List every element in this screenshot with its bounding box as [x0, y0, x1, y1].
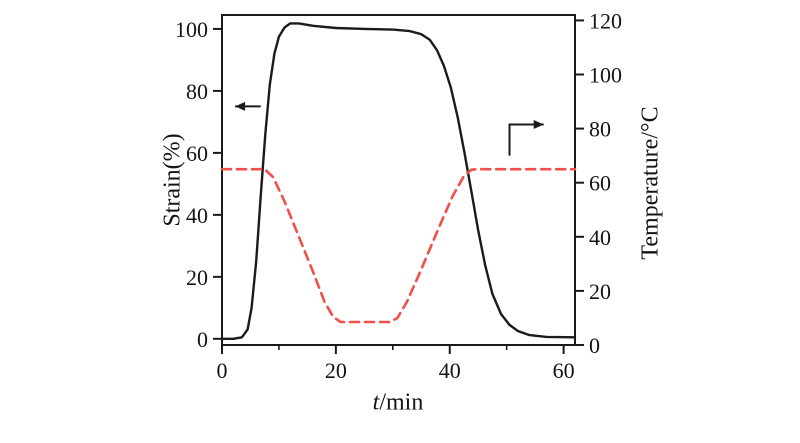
svg-text:20: 20: [589, 279, 611, 304]
svg-text:100: 100: [175, 17, 208, 42]
svg-text:20: 20: [186, 265, 208, 290]
series-strain-line: [220, 22, 577, 340]
svg-text:60: 60: [186, 141, 208, 166]
left-axis-arrow-head: [235, 101, 246, 111]
left-axis-title: Strain(%): [159, 133, 186, 227]
svg-text:40: 40: [186, 203, 208, 228]
svg-text:120: 120: [589, 8, 622, 33]
svg-text:40: 40: [439, 358, 461, 383]
x-axis-title-unit: /min: [379, 389, 424, 416]
right-axis-arrow: [508, 123, 544, 156]
series-temperature-line: [220, 167, 577, 324]
x-axis-title: t/min: [373, 390, 424, 417]
svg-text:60: 60: [553, 358, 575, 383]
svg-text:80: 80: [589, 117, 611, 142]
right-axis-arrow-head: [533, 120, 544, 130]
svg-text:0: 0: [217, 358, 228, 383]
svg-text:60: 60: [589, 171, 611, 196]
svg-text:0: 0: [197, 327, 208, 352]
svg-text:80: 80: [186, 79, 208, 104]
svg-text:100: 100: [589, 63, 622, 88]
svg-text:40: 40: [589, 225, 611, 250]
x-axis-title-symbol: t: [372, 389, 380, 416]
svg-text:20: 20: [325, 358, 347, 383]
right-axis-title: Temperature/°C: [637, 106, 664, 260]
svg-text:0: 0: [589, 333, 600, 358]
